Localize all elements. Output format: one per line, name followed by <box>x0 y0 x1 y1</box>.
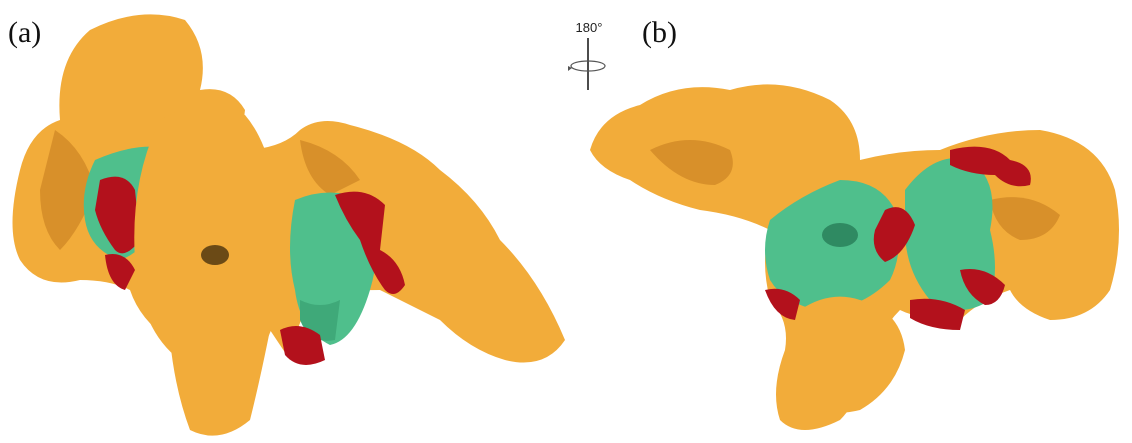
rotation-label: 180° <box>576 20 603 35</box>
panel-label: (b) <box>642 16 677 49</box>
panel-label: (a) <box>8 16 41 49</box>
structure-b <box>590 84 1119 430</box>
rotation-indicator <box>568 38 605 90</box>
figure: (a) (b) 180° <box>0 0 1132 443</box>
structure-a <box>13 14 566 435</box>
